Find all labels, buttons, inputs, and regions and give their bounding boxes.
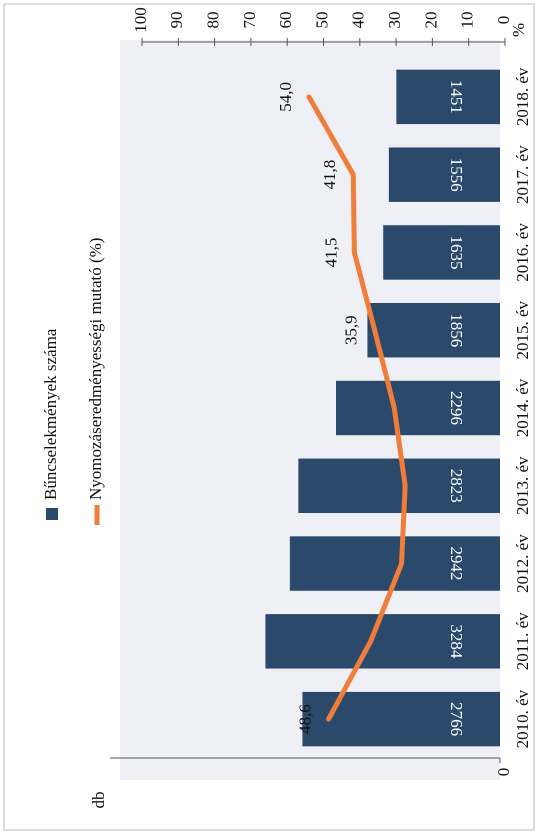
y2-tick-label: 90 xyxy=(167,12,186,29)
x-tick-label: 2016. év xyxy=(513,223,532,282)
bar-value-label: 1635 xyxy=(447,235,466,269)
x-tick-label: 2017. év xyxy=(513,145,532,204)
y2-tick-label: 40 xyxy=(349,12,368,29)
bar xyxy=(336,380,500,436)
bar-value-label: 1556 xyxy=(447,158,466,192)
y2-tick-label: 30 xyxy=(385,12,404,29)
bar xyxy=(396,69,500,125)
bar xyxy=(298,458,500,513)
x-tick-label: 2013. év xyxy=(513,456,532,515)
y2-tick-label: 80 xyxy=(204,12,223,29)
legend-label: Bűncselekmények száma xyxy=(41,328,60,500)
bar-value-label: 1451 xyxy=(447,80,466,114)
line xyxy=(306,94,408,722)
y-axis-label: db xyxy=(89,792,108,809)
bar-value-label: 2296 xyxy=(447,391,466,425)
frame xyxy=(3,3,535,831)
y2-tick-label: 10 xyxy=(458,12,477,29)
bar xyxy=(388,147,500,202)
x-tick-label: 2014. év xyxy=(513,378,532,437)
line-value-label: 54,0 xyxy=(276,82,295,112)
y-tick-label: 0 xyxy=(494,768,513,777)
x-tick-label: 2018. év xyxy=(513,67,532,126)
legend-swatch xyxy=(46,508,58,520)
bar xyxy=(383,225,500,280)
x-tick-label: 2011. év xyxy=(513,612,532,670)
y2-tick-label: 100 xyxy=(131,7,150,33)
bar xyxy=(265,614,500,669)
bar-value-label: 2942 xyxy=(447,547,466,581)
y2-tick-label: 0 xyxy=(494,16,513,25)
line-value-label: 48,6 xyxy=(295,704,314,734)
bar-value-label: 1856 xyxy=(447,313,466,347)
bar xyxy=(367,303,500,358)
y2-axis-label: % xyxy=(509,23,528,37)
line-value-label: 41,8 xyxy=(320,160,339,190)
line-value-label: 35,9 xyxy=(342,315,361,345)
bar-value-label: 2823 xyxy=(447,469,466,503)
x-tick-label: 2012. év xyxy=(513,534,532,593)
y2-tick-label: 60 xyxy=(276,12,295,29)
line-value-label: 41,5 xyxy=(321,238,340,268)
bar xyxy=(302,691,500,747)
x-tick-label: 2010. év xyxy=(513,689,532,748)
bar-value-label: 2766 xyxy=(447,702,466,736)
y2-tick-label: 70 xyxy=(240,12,259,29)
x-tick-label: 2015. év xyxy=(513,300,532,359)
y2-tick-label: 50 xyxy=(312,12,331,29)
bar-value-label: 3284 xyxy=(447,624,466,659)
y2-tick-label: 20 xyxy=(421,12,440,29)
legend-label: Nyomozáseredményességi mutató (%) xyxy=(86,238,105,500)
